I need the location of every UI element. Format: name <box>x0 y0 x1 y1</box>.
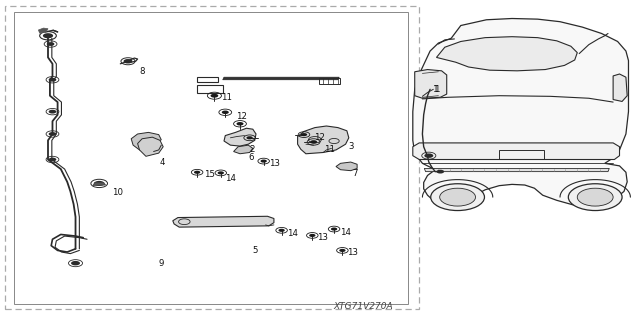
Text: 1: 1 <box>434 85 440 94</box>
Polygon shape <box>138 137 163 156</box>
Circle shape <box>278 229 285 232</box>
Text: 3: 3 <box>349 142 355 151</box>
Text: 12: 12 <box>236 112 246 121</box>
Circle shape <box>309 234 316 237</box>
Polygon shape <box>413 143 620 160</box>
Circle shape <box>49 158 56 161</box>
Polygon shape <box>298 126 349 154</box>
Text: 14: 14 <box>340 228 351 237</box>
Text: 8: 8 <box>140 67 145 76</box>
Circle shape <box>431 184 484 211</box>
Circle shape <box>47 42 54 46</box>
Polygon shape <box>234 145 253 154</box>
Text: 15: 15 <box>204 170 214 179</box>
Text: 9: 9 <box>159 259 164 268</box>
Circle shape <box>237 122 244 126</box>
Text: 11: 11 <box>221 93 232 102</box>
Polygon shape <box>415 70 447 98</box>
Polygon shape <box>613 74 627 101</box>
Polygon shape <box>223 77 339 80</box>
Circle shape <box>440 188 476 206</box>
Text: 6: 6 <box>248 153 254 162</box>
Text: 13: 13 <box>317 233 328 242</box>
Text: 2: 2 <box>250 145 255 154</box>
Circle shape <box>424 153 433 158</box>
Circle shape <box>218 171 224 174</box>
Polygon shape <box>336 162 357 171</box>
Text: XTG71V270A: XTG71V270A <box>333 302 394 311</box>
Circle shape <box>124 59 132 63</box>
Text: 14: 14 <box>287 229 298 238</box>
Circle shape <box>194 171 200 174</box>
Bar <box>5 6 419 309</box>
Text: 4: 4 <box>160 158 166 167</box>
Text: 13: 13 <box>347 248 358 256</box>
Text: 5: 5 <box>253 246 259 255</box>
Polygon shape <box>173 216 274 227</box>
Circle shape <box>43 33 53 38</box>
Polygon shape <box>224 128 256 146</box>
Text: 12: 12 <box>314 133 324 142</box>
Circle shape <box>94 181 104 186</box>
Circle shape <box>221 110 229 114</box>
Bar <box>14 12 408 304</box>
Polygon shape <box>38 28 48 33</box>
Circle shape <box>71 261 80 265</box>
Circle shape <box>577 188 613 206</box>
Circle shape <box>310 140 317 144</box>
Polygon shape <box>131 132 161 150</box>
Polygon shape <box>93 182 106 186</box>
Circle shape <box>49 110 56 114</box>
Circle shape <box>331 227 337 231</box>
Circle shape <box>260 160 267 163</box>
Polygon shape <box>436 37 577 71</box>
Circle shape <box>49 132 56 136</box>
Text: 13: 13 <box>269 159 280 168</box>
Text: 14: 14 <box>225 174 236 183</box>
Circle shape <box>568 184 622 211</box>
Circle shape <box>246 136 253 139</box>
Circle shape <box>49 78 56 82</box>
Circle shape <box>436 170 444 174</box>
Text: 7: 7 <box>352 169 358 178</box>
Polygon shape <box>424 168 609 172</box>
Text: 11: 11 <box>324 145 335 154</box>
Circle shape <box>339 249 346 252</box>
Text: 10: 10 <box>112 188 123 197</box>
Polygon shape <box>413 19 628 206</box>
Circle shape <box>211 94 218 98</box>
Circle shape <box>301 133 307 136</box>
Text: 1: 1 <box>433 85 439 94</box>
